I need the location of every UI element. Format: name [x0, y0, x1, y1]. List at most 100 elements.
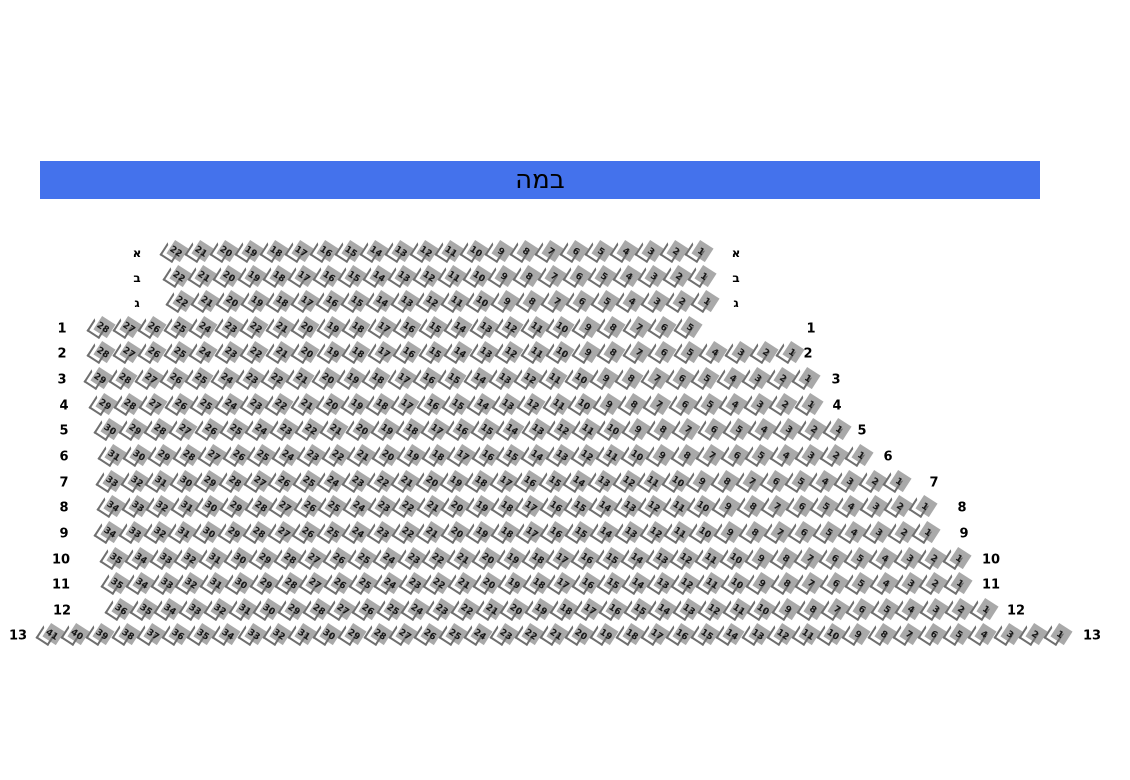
- seat[interactable]: 4: [808, 469, 838, 494]
- seat[interactable]: 23: [213, 315, 244, 340]
- seat[interactable]: 14: [715, 622, 745, 647]
- seat[interactable]: 16: [539, 520, 569, 545]
- seat[interactable]: 5: [587, 264, 617, 289]
- seat[interactable]: 15: [690, 622, 720, 647]
- seat[interactable]: 11: [791, 622, 821, 647]
- seat[interactable]: 15: [595, 546, 625, 571]
- seat[interactable]: 17: [290, 289, 320, 314]
- seat[interactable]: 22: [391, 520, 421, 545]
- seat[interactable]: 11: [519, 315, 550, 340]
- seat[interactable]: 15: [623, 597, 653, 622]
- seat[interactable]: 2: [944, 597, 974, 622]
- seat[interactable]: 19: [496, 546, 526, 571]
- seat[interactable]: 2: [858, 469, 888, 494]
- seat[interactable]: 33: [95, 469, 125, 494]
- seat[interactable]: 10: [661, 469, 691, 494]
- seat[interactable]: 31: [287, 622, 317, 647]
- seat[interactable]: 23: [239, 392, 269, 417]
- seat[interactable]: 8: [509, 239, 539, 264]
- seat[interactable]: 23: [296, 443, 326, 468]
- seat[interactable]: 15: [564, 520, 594, 545]
- seat[interactable]: 18: [421, 443, 451, 468]
- seat[interactable]: 24: [271, 443, 301, 468]
- seat[interactable]: 18: [549, 597, 579, 622]
- seat[interactable]: 8: [670, 443, 700, 468]
- seat[interactable]: 13: [646, 571, 676, 596]
- seat[interactable]: 2: [918, 571, 948, 596]
- seat[interactable]: 5: [590, 289, 620, 314]
- seat[interactable]: 26: [291, 520, 321, 545]
- seat[interactable]: 19: [439, 469, 469, 494]
- seat[interactable]: 4: [747, 417, 777, 442]
- seat[interactable]: 9: [713, 520, 743, 545]
- seat[interactable]: 4: [609, 239, 639, 264]
- seat[interactable]: 14: [620, 546, 650, 571]
- seat[interactable]: 1: [911, 520, 941, 545]
- seat[interactable]: 9: [487, 264, 517, 289]
- seat[interactable]: 11: [437, 264, 467, 289]
- seat[interactable]: 21: [446, 546, 476, 571]
- seat[interactable]: 2: [887, 520, 917, 545]
- seat[interactable]: 27: [111, 315, 142, 340]
- seat[interactable]: 28: [242, 520, 272, 545]
- seat[interactable]: 8: [596, 315, 626, 340]
- seat[interactable]: 22: [260, 366, 290, 391]
- seat[interactable]: 28: [218, 469, 248, 494]
- seat[interactable]: 5: [843, 546, 873, 571]
- seat[interactable]: 29: [83, 366, 113, 391]
- seat[interactable]: 5: [672, 315, 703, 340]
- seat[interactable]: 23: [269, 417, 299, 442]
- seat[interactable]: 12: [516, 392, 546, 417]
- seat[interactable]: 2: [883, 494, 913, 519]
- seat[interactable]: 3: [833, 469, 863, 494]
- seat[interactable]: 19: [336, 366, 366, 391]
- seat[interactable]: 20: [371, 443, 401, 468]
- seat[interactable]: 5: [809, 494, 839, 519]
- seat[interactable]: 24: [372, 546, 402, 571]
- seat[interactable]: 23: [235, 366, 265, 391]
- seat[interactable]: 1: [942, 546, 972, 571]
- seat[interactable]: 14: [647, 597, 677, 622]
- seat[interactable]: 37: [136, 622, 166, 647]
- seat[interactable]: 6: [665, 366, 695, 391]
- seat[interactable]: 19: [589, 622, 619, 647]
- seat[interactable]: 21: [346, 443, 376, 468]
- seat[interactable]: 29: [88, 392, 118, 417]
- seat[interactable]: 12: [637, 494, 667, 519]
- seat[interactable]: 8: [614, 366, 644, 391]
- seat[interactable]: 25: [292, 469, 322, 494]
- seat[interactable]: 2: [659, 239, 689, 264]
- seat[interactable]: 7: [540, 289, 570, 314]
- seat[interactable]: 26: [159, 366, 189, 391]
- seat[interactable]: 20: [440, 520, 470, 545]
- seat[interactable]: 14: [466, 392, 496, 417]
- seat[interactable]: 5: [870, 597, 900, 622]
- seat[interactable]: 3: [794, 443, 824, 468]
- seat[interactable]: 9: [490, 289, 520, 314]
- seat[interactable]: 34: [93, 520, 123, 545]
- seat[interactable]: 17: [366, 315, 397, 340]
- seat[interactable]: 2: [1018, 622, 1048, 647]
- seat[interactable]: 1: [908, 494, 938, 519]
- seat[interactable]: 6: [559, 239, 589, 264]
- seat[interactable]: 14: [562, 469, 592, 494]
- seat[interactable]: 17: [515, 520, 545, 545]
- seat[interactable]: 6: [818, 546, 848, 571]
- seat[interactable]: 16: [315, 289, 345, 314]
- seat[interactable]: 23: [367, 494, 397, 519]
- seat[interactable]: 31: [227, 597, 258, 622]
- seat[interactable]: 17: [446, 443, 476, 468]
- seat[interactable]: 10: [746, 597, 776, 622]
- seat[interactable]: 10: [465, 289, 495, 314]
- seat[interactable]: 21: [187, 264, 217, 289]
- seat[interactable]: 29: [248, 546, 278, 571]
- seat[interactable]: 18: [521, 546, 551, 571]
- seat[interactable]: 33: [150, 571, 180, 596]
- seat[interactable]: 25: [317, 494, 347, 519]
- seat[interactable]: 27: [111, 340, 142, 365]
- seat[interactable]: 3: [637, 264, 667, 289]
- seat[interactable]: 32: [120, 469, 150, 494]
- seat[interactable]: 10: [688, 520, 718, 545]
- seat[interactable]: 11: [538, 366, 568, 391]
- seat[interactable]: 18: [464, 469, 494, 494]
